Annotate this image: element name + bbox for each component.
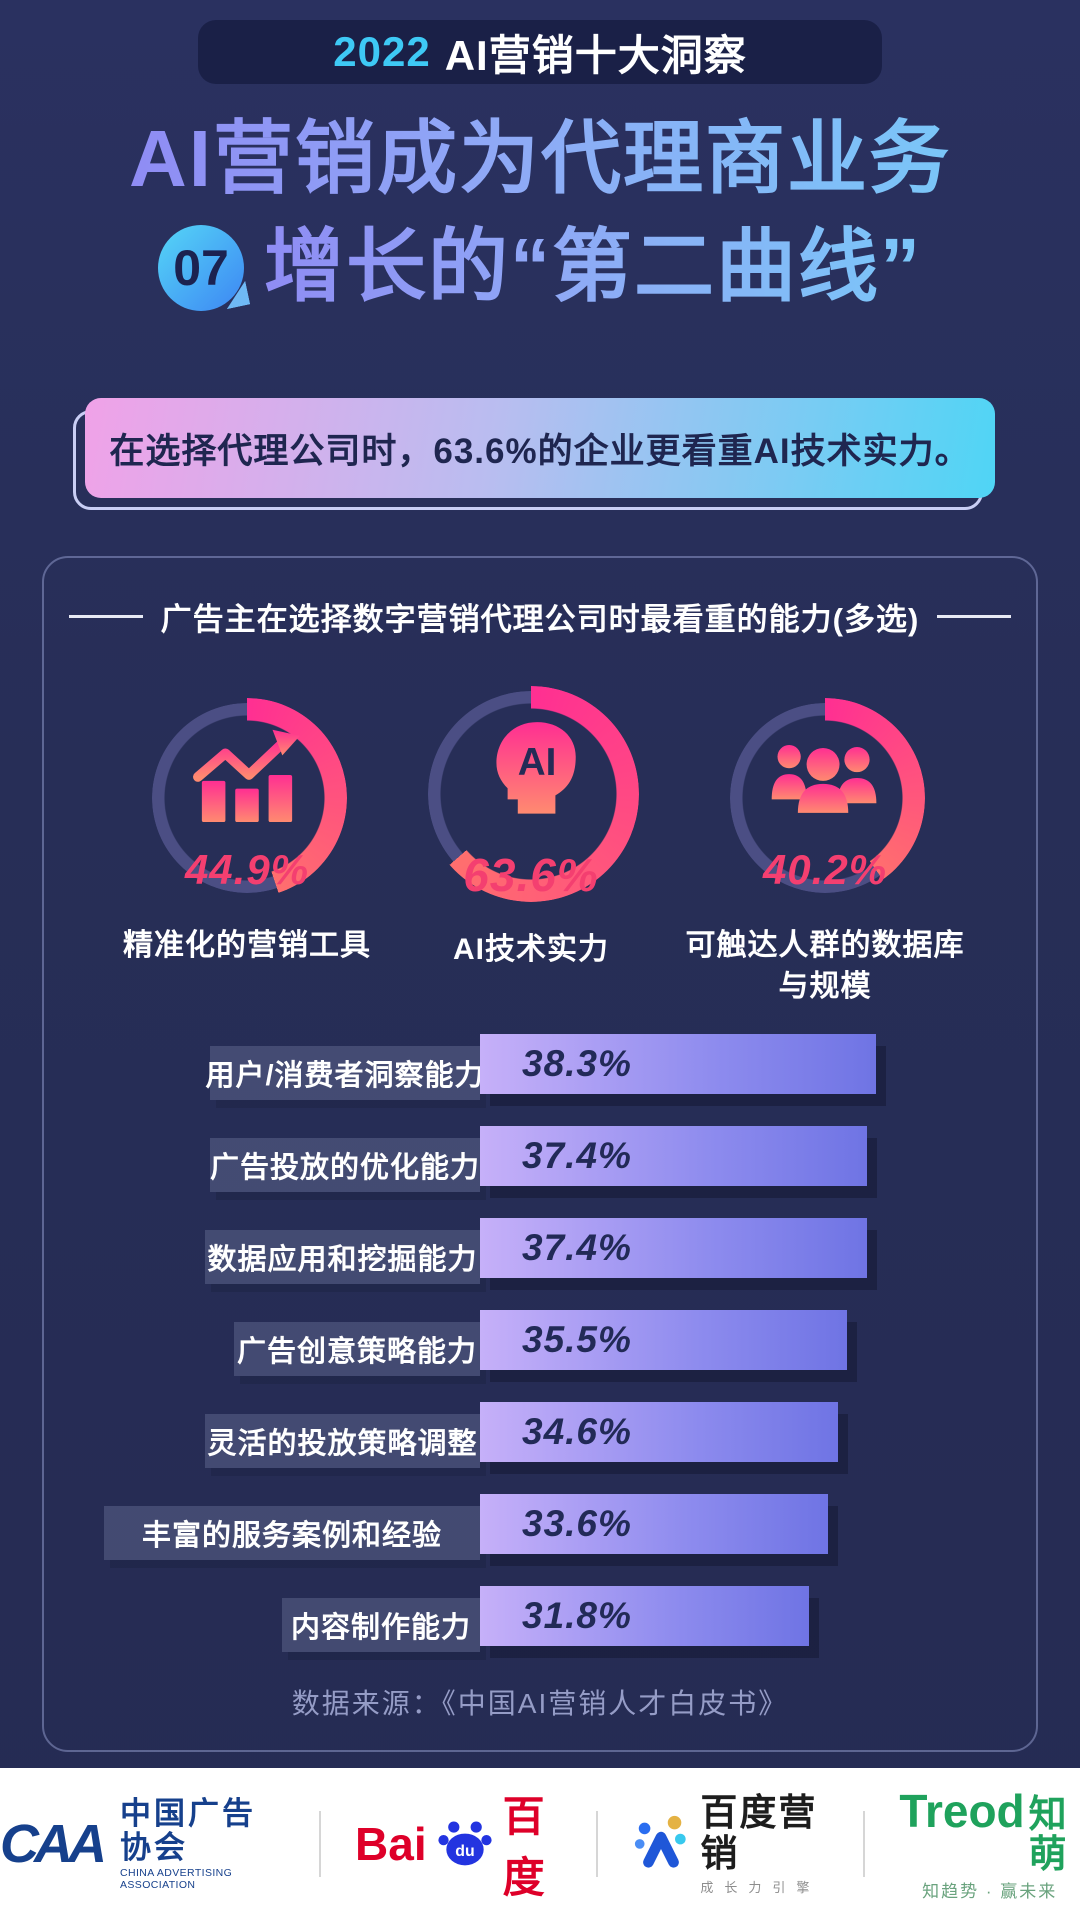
svg-text:du: du: [455, 1843, 474, 1860]
bar: 31.8%: [480, 1586, 809, 1646]
bar-value: 35.5%: [522, 1319, 632, 1360]
bar-category-label: 内容制作能力: [290, 1612, 471, 1644]
bar: 38.3%: [480, 1034, 876, 1094]
donut-precision-tools: 44.9% 精准化的营销工具: [87, 698, 407, 967]
bar-category-label: 用户/消费者洞察能力: [205, 1060, 485, 1092]
bar-value: 31.8%: [522, 1595, 632, 1636]
bar-category-box: 内容制作能力: [282, 1598, 480, 1652]
bar-category-label: 广告创意策略能力: [236, 1336, 477, 1368]
bar-row: 广告创意策略能力 35.5%: [44, 1302, 1036, 1394]
bar: 37.4%: [480, 1218, 867, 1278]
bar: 34.6%: [480, 1402, 838, 1462]
zhimeng-slogan: 知趋势 · 赢未来: [922, 1882, 1058, 1902]
bar-row: 数据应用和挖掘能力 37.4%: [44, 1210, 1036, 1302]
donut-value: 40.2%: [762, 846, 888, 893]
footer-logo-bar: CAA 中国广告协会 CHINA ADVERTISING ASSOCIATION…: [0, 1768, 1080, 1920]
logo-divider: [596, 1811, 599, 1877]
banner-title: AI营销十大洞察: [444, 31, 747, 79]
caa-name-en: CHINA ADVERTISING ASSOCIATION: [120, 1867, 233, 1891]
bar-row: 广告投放的优化能力 37.4%: [44, 1118, 1036, 1210]
zhimeng-logo: Treod 知萌 知趋势 · 赢未来: [899, 1784, 1080, 1902]
caa-name-cn: 中国广告协会: [120, 1795, 256, 1865]
baidu-wordmark-bai: Bai: [355, 1818, 427, 1870]
ai-head-icon: AI: [423, 712, 639, 834]
chart-title: 广告主在选择数字营销代理公司时最看重的能力(多选): [160, 602, 920, 637]
donut-chart: 40.2%: [725, 698, 925, 898]
highlight-statement: 在选择代理公司时，63.6%的企业更看重AI技术实力。: [85, 398, 995, 498]
logo-divider: [863, 1811, 866, 1877]
donut-label: AI技术实力: [453, 933, 609, 966]
title-dash-left: [68, 615, 143, 618]
chart-title-row: 广告主在选择数字营销代理公司时最看重的能力(多选): [44, 594, 1036, 639]
banner-year: 2022: [333, 28, 431, 75]
bar-row: 用户/消费者洞察能力 38.3%: [44, 1026, 1036, 1118]
bar-category-label: 丰富的服务案例和经验: [141, 1520, 442, 1552]
bar-category-label: 灵活的投放策略调整: [207, 1428, 478, 1460]
title-dash-right: [937, 615, 1012, 618]
donut-label: 可触达人群的数据库与规模: [685, 929, 965, 1003]
caa-mark: CAA: [0, 1814, 107, 1874]
insight-number-badge: 07: [158, 224, 244, 311]
donut-chart: 44.9%: [147, 698, 347, 898]
svg-text:AI: AI: [518, 741, 557, 784]
baidu-marketing-logo: 百度营销 成长力引擎: [632, 1792, 829, 1895]
title-line1: AI营销成为代理商业务: [129, 108, 951, 210]
bar-row: 丰富的服务案例和经验 33.6%: [44, 1486, 1036, 1578]
bar-category-label: 广告投放的优化能力: [210, 1152, 481, 1184]
data-source: 数据来源：《中国AI营销人才白皮书》: [291, 1688, 789, 1719]
baidu-name-cn: 百度: [502, 1793, 547, 1901]
zhimeng-name-cn: 知萌: [1028, 1793, 1067, 1876]
zhimeng-wordmark: Treod: [899, 1784, 1025, 1837]
baidu-marketing-name: 百度营销: [700, 1792, 818, 1874]
caa-logo: CAA 中国广告协会 CHINA ADVERTISING ASSOCIATION: [0, 1795, 285, 1891]
bar-category-box: 广告投放的优化能力: [210, 1138, 480, 1192]
main-title: AI营销成为代理商业务 07 增长的“第二曲线”: [0, 108, 1080, 319]
bar: 35.5%: [480, 1310, 847, 1370]
bar-category-box: 灵活的投放策略调整: [205, 1414, 480, 1468]
bar-category-box: 用户/消费者洞察能力: [205, 1046, 484, 1100]
logo-divider: [319, 1811, 322, 1877]
chart-panel: 广告主在选择数字营销代理公司时最看重的能力(多选) 44.9%: [42, 556, 1038, 1752]
bar-value: 34.6%: [522, 1411, 632, 1452]
bar-category-box: 数据应用和挖掘能力: [205, 1230, 480, 1284]
bar: 33.6%: [480, 1494, 828, 1554]
bar: 37.4%: [480, 1126, 867, 1186]
bar-category-box: 丰富的服务案例和经验: [104, 1506, 480, 1560]
bar-chart-arrow-icon: [147, 720, 347, 824]
baidu-marketing-slogan: 成长力引擎: [700, 1879, 821, 1895]
bar-row: 灵活的投放策略调整 34.6%: [44, 1394, 1036, 1486]
baidu-paw-icon: du: [437, 1814, 493, 1875]
bar-value: 37.4%: [522, 1135, 632, 1176]
bar-category-box: 广告创意策略能力: [234, 1322, 480, 1376]
bar-value: 33.6%: [522, 1503, 632, 1544]
donut-value: 63.6%: [463, 849, 599, 901]
donut-audience-database: 40.2% 可触达人群的数据库与规模: [665, 698, 985, 1007]
top-banner: 2022 AI营销十大洞察: [198, 20, 882, 84]
highlight-banner-wrap: 在选择代理公司时，63.6%的企业更看重AI技术实力。: [73, 398, 995, 510]
bar-value: 38.3%: [522, 1043, 632, 1084]
people-group-icon: [725, 720, 925, 828]
title-line2: 增长的“第二曲线”: [264, 216, 922, 318]
donut-label: 精准化的营销工具: [123, 929, 371, 962]
bar-row: 内容制作能力 31.8%: [44, 1578, 1036, 1670]
bar-chart: 用户/消费者洞察能力 38.3% 广告投放的优化能力 37.4% 数据应用和挖掘…: [44, 1026, 1036, 1670]
bar-value: 37.4%: [522, 1227, 632, 1268]
donut-value: 44.9%: [184, 846, 310, 893]
bar-category-label: 数据应用和挖掘能力: [207, 1244, 478, 1276]
baidu-marketing-icon: [632, 1812, 690, 1875]
baidu-logo: Bai du 百度: [355, 1783, 562, 1905]
donut-ai-tech: AI 63.6% AI技术实力: [371, 686, 691, 971]
donut-chart: AI 63.6%: [423, 686, 639, 902]
